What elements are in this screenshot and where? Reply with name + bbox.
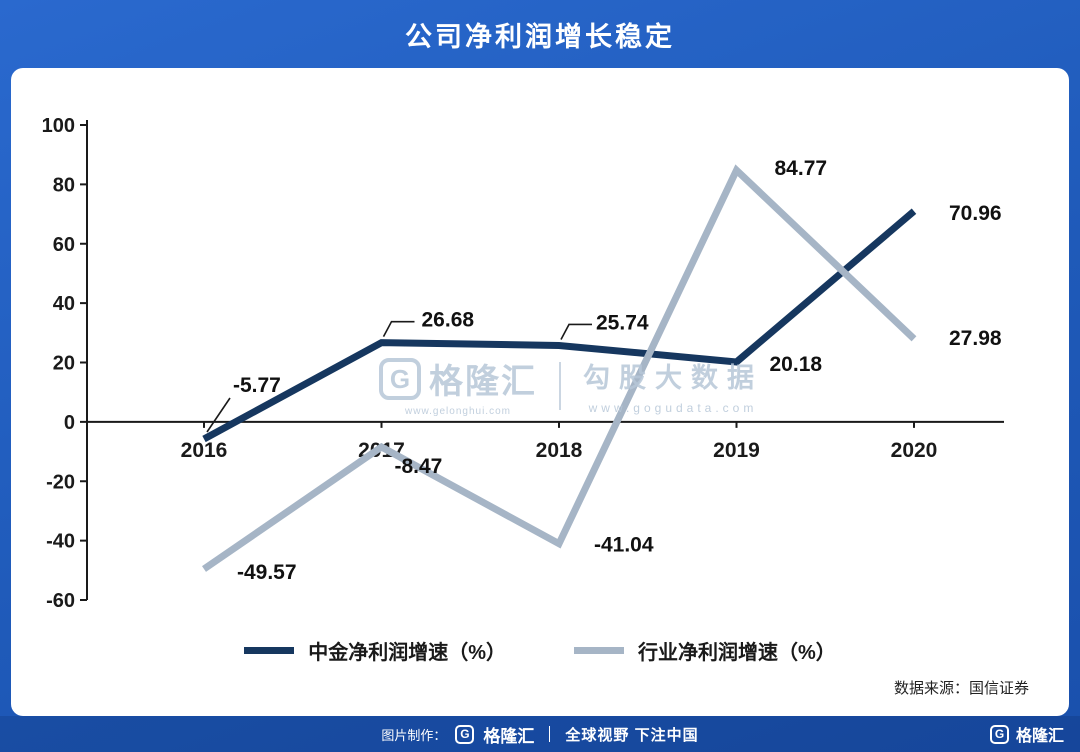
credit-label: 图片制作： <box>381 727 447 743</box>
svg-text:20: 20 <box>53 353 75 375</box>
footer-right-brand-group: G 格隆汇 <box>989 722 1064 746</box>
svg-text:-20: -20 <box>46 471 75 493</box>
svg-text:2020: 2020 <box>891 439 938 462</box>
series-line-0 <box>202 208 917 443</box>
page-title: 公司净利润增长稳定 <box>405 21 675 52</box>
data-source-note: 数据来源：国信证券 <box>893 680 1029 697</box>
svg-text:-41.04: -41.04 <box>594 534 654 557</box>
svg-text:100: 100 <box>42 115 75 137</box>
legend-label-zhongjin: 中金净利润增速（%） <box>308 642 506 664</box>
svg-text:27.98: 27.98 <box>949 327 1002 350</box>
svg-text:80: 80 <box>53 174 75 196</box>
gelonghui-footer-logo-letter: G <box>460 727 470 741</box>
svg-text:25.74: 25.74 <box>596 311 649 334</box>
svg-text:-5.77: -5.77 <box>233 374 281 397</box>
svg-text:2016: 2016 <box>181 439 228 462</box>
chart-legend: 中金净利润增速（%） 行业净利润增速（%） <box>11 636 1069 665</box>
svg-text:84.77: 84.77 <box>775 157 828 180</box>
svg-text:0: 0 <box>64 412 75 434</box>
footer-credit-group: 图片制作： G 格隆汇 全球视野 下注中国 <box>381 722 698 747</box>
chart-card: 100 80 60 40 20 0 -20 -40 -60 2016 2017 2018 2019 202… <box>11 68 1069 716</box>
data-labels: -5.77 26.68 25.74 20.18 70.96 -49.57 -8.47 -41.… <box>206 157 1002 584</box>
svg-text:-49.57: -49.57 <box>237 561 297 584</box>
gelonghui-footer-logo-icon: G <box>455 724 475 744</box>
legend-label-industry: 行业净利润增速（%） <box>638 642 836 664</box>
series-line-1 <box>202 164 917 572</box>
svg-text:-60: -60 <box>46 590 75 612</box>
svg-text:2019: 2019 <box>713 439 760 462</box>
legend-swatch-industry <box>574 647 624 654</box>
svg-text:40: 40 <box>53 293 75 315</box>
footer-divider <box>549 726 551 742</box>
svg-text:26.68: 26.68 <box>422 309 475 332</box>
footer-right-brand-text: 格隆汇 <box>1015 728 1064 745</box>
footer-brand-text: 格隆汇 <box>483 726 535 746</box>
svg-text:2018: 2018 <box>536 439 583 462</box>
footer-slogan: 全球视野 下注中国 <box>565 726 699 744</box>
title-banner: 公司净利润增长稳定 <box>0 0 1080 68</box>
svg-text:60: 60 <box>53 234 75 256</box>
svg-text:20.18: 20.18 <box>770 353 823 376</box>
gelonghui-footer-right-logo-letter: G <box>994 727 1005 741</box>
svg-text:70.96: 70.96 <box>949 202 1002 225</box>
legend-item-industry: 行业净利润增速（%） <box>574 636 836 665</box>
svg-text:-8.47: -8.47 <box>395 455 443 478</box>
legend-item-zhongjin: 中金净利润增速（%） <box>244 636 506 665</box>
footer-bar: 图片制作： G 格隆汇 全球视野 下注中国 G 格隆汇 <box>0 716 1080 752</box>
gelonghui-footer-right-logo-icon: G <box>989 724 1009 744</box>
legend-swatch-zhongjin <box>244 647 295 654</box>
svg-text:-40: -40 <box>46 531 75 553</box>
